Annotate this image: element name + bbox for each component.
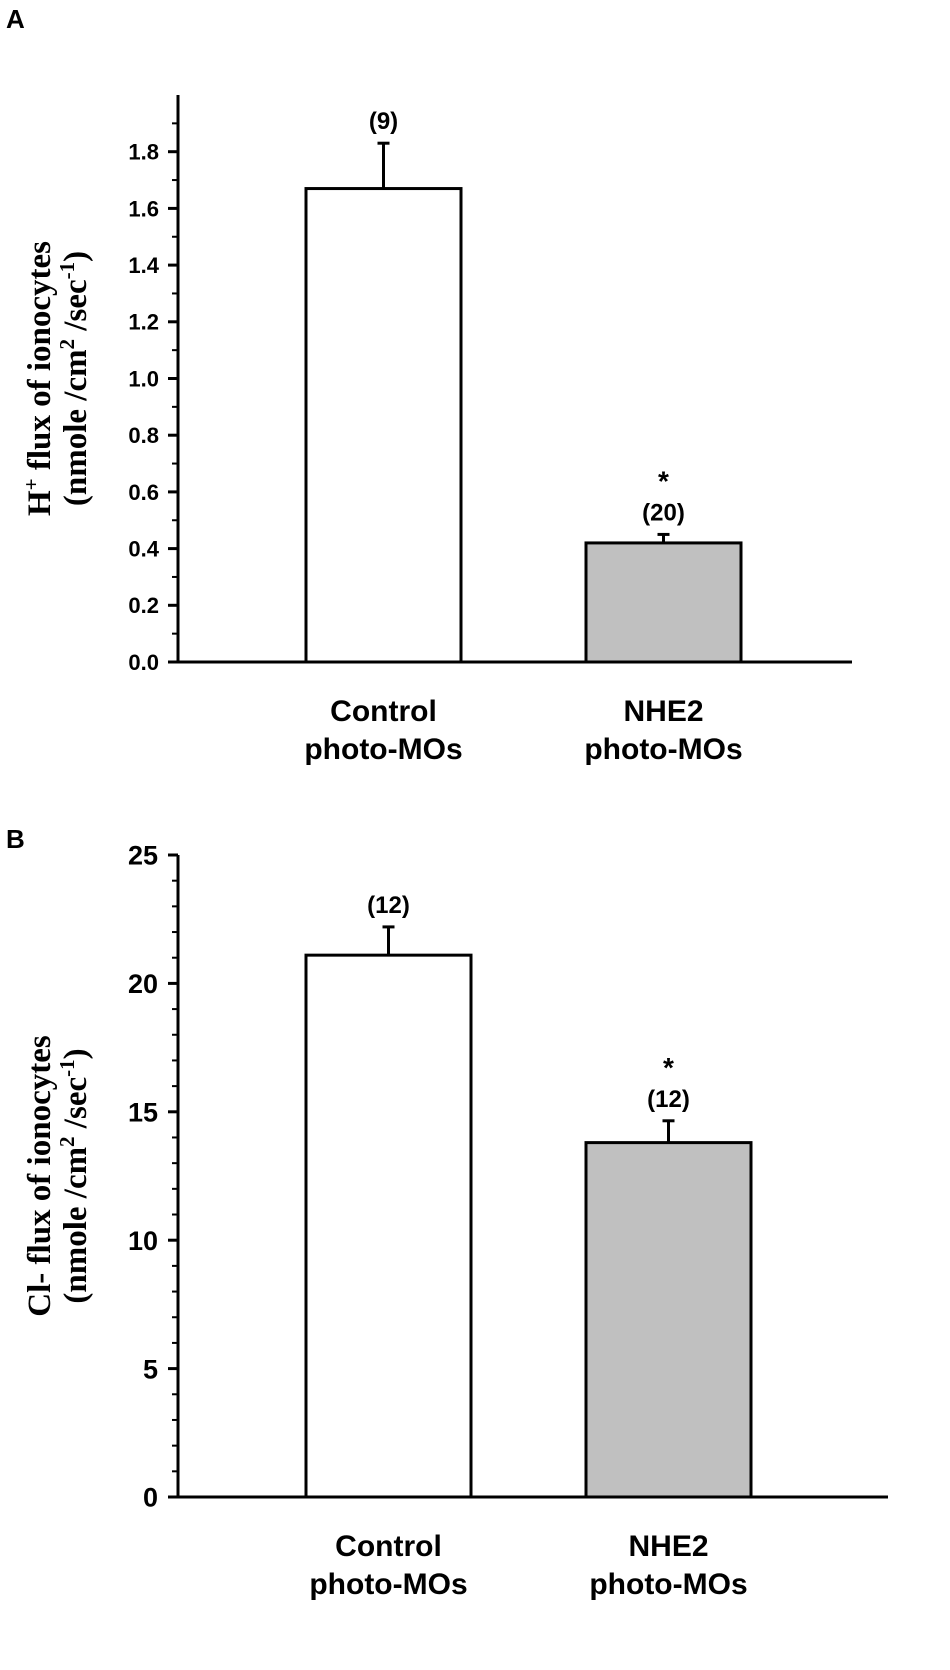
y-axis-title: Cl- flux of ionocytes	[22, 1035, 58, 1317]
y-axis-title-text: /sec	[58, 279, 94, 339]
category-label: photo-MOs	[589, 1568, 747, 1601]
y-tick-label: 25	[128, 841, 158, 871]
y-axis-title-text: (nmole /cm	[58, 1147, 94, 1304]
y-axis-title: (nmole /cm2 /sec-1)	[55, 251, 94, 506]
y-tick-label: 1.6	[128, 196, 159, 221]
y-axis-title-text: (nmole /cm	[58, 349, 94, 506]
y-tick-label: 1.8	[128, 140, 159, 165]
y-tick-label: 10	[128, 1226, 158, 1256]
panel-letter-b: B	[6, 824, 25, 854]
y-tick-label: 0.0	[128, 650, 159, 675]
category-label: Control	[335, 1530, 442, 1563]
category-label: NHE2	[628, 1530, 708, 1563]
y-tick-label: 1.2	[128, 310, 159, 335]
y-axis-title: H+ flux of ionocytes	[19, 241, 58, 516]
panel-a: A 0.0 0.2 0.4 0.6 0.8 1.0 1.2 1.4 1.6 1.8 (9) Contr…	[6, 4, 852, 766]
y-tick-label: 0.6	[128, 480, 159, 505]
y-axis-title: (nmole /cm2 /sec-1)	[55, 1048, 94, 1303]
sample-size-label: (12)	[647, 1086, 690, 1113]
y-axis-title-text: flux of ionocytes	[22, 241, 58, 479]
y-axis-title-text: Cl- flux of ionocytes	[22, 1035, 58, 1317]
sample-size-label: (12)	[367, 892, 410, 919]
y-tick-label: 1.0	[128, 366, 159, 391]
y-axis-title-superscript: 2	[55, 1136, 79, 1147]
y-tick-label: 20	[128, 969, 158, 999]
panel-b: B 0 5 10 15 20 25 (12) Control photo-MOs (12) * NHE…	[6, 824, 888, 1601]
sample-size-label: (20)	[642, 499, 685, 526]
category-label: photo-MOs	[309, 1568, 467, 1601]
bar	[304, 187, 463, 664]
bar	[584, 1141, 753, 1499]
y-axis-title-superscript: -1	[55, 1059, 79, 1077]
category-label: photo-MOs	[584, 733, 742, 766]
y-axis-title-superscript: -1	[55, 262, 79, 280]
sample-size-label: (9)	[369, 108, 398, 135]
panel-letter-a: A	[6, 4, 25, 34]
y-tick-label: 5	[143, 1354, 158, 1384]
bar	[304, 953, 473, 1499]
y-axis-title-superscript: +	[19, 478, 43, 490]
y-axis-title-text: )	[58, 251, 94, 262]
y-axis-title-text: )	[58, 1048, 94, 1059]
y-axis-title-superscript: 2	[55, 339, 79, 350]
significance-marker: *	[663, 1052, 674, 1083]
category-label: photo-MOs	[304, 733, 462, 766]
y-tick-label: 0.2	[128, 593, 159, 618]
y-tick-label: 0.8	[128, 423, 159, 448]
bar	[584, 541, 743, 664]
category-label: NHE2	[623, 695, 703, 728]
category-label: Control	[330, 695, 437, 728]
y-tick-label: 0.4	[128, 537, 159, 562]
y-axis-title-text: /sec	[58, 1077, 94, 1137]
significance-marker: *	[658, 465, 669, 496]
y-axis-title-text: H	[22, 490, 58, 516]
y-tick-label: 15	[128, 1098, 158, 1128]
y-tick-label: 1.4	[128, 253, 159, 278]
y-tick-label: 0	[143, 1483, 158, 1513]
